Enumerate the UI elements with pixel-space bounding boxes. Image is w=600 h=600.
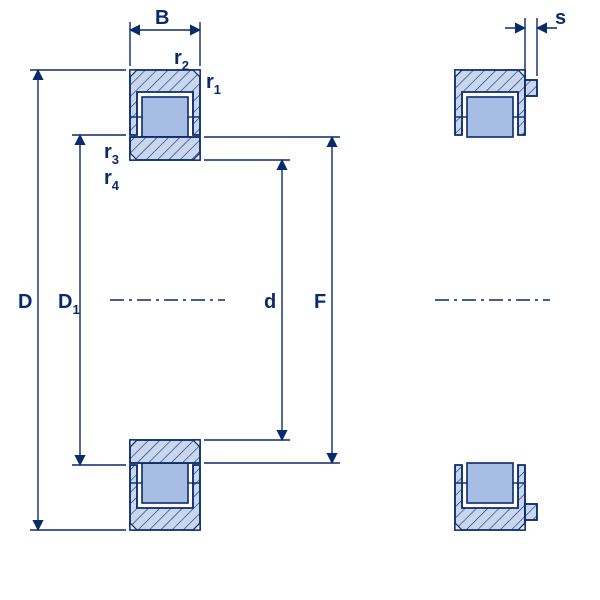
- label-r2: r2: [174, 47, 189, 73]
- label-s: s: [555, 7, 566, 29]
- roller-top: [142, 97, 188, 137]
- label-B: B: [155, 7, 169, 29]
- inner-ring-bottom: [130, 440, 200, 463]
- roller-bottom: [142, 463, 188, 503]
- bearing-diagram: B D D1 d F s r2 r1 r3 r4: [0, 0, 600, 600]
- label-D1: D1: [58, 291, 80, 317]
- label-r4: r4: [104, 167, 120, 193]
- label-d: d: [264, 291, 276, 313]
- label-r3: r3: [104, 141, 119, 167]
- label-F: F: [314, 291, 326, 313]
- dimensions: [30, 18, 557, 530]
- left-cross-section: [110, 70, 225, 530]
- right-cross-section: [435, 70, 550, 530]
- label-D: D: [18, 291, 32, 313]
- inner-ring-top: [130, 137, 200, 160]
- label-r1: r1: [206, 71, 221, 97]
